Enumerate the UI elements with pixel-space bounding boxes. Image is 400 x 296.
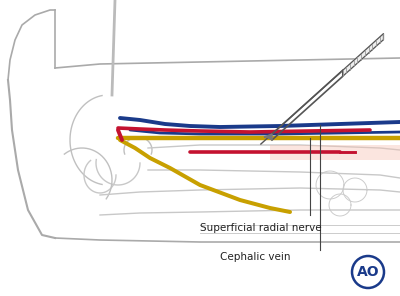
Text: AO: AO — [357, 265, 379, 279]
Text: Cephalic vein: Cephalic vein — [220, 252, 290, 262]
Text: Superficial radial nerve: Superficial radial nerve — [200, 223, 322, 233]
Polygon shape — [342, 34, 384, 76]
Circle shape — [352, 256, 384, 288]
Polygon shape — [270, 145, 400, 160]
Polygon shape — [264, 134, 272, 140]
